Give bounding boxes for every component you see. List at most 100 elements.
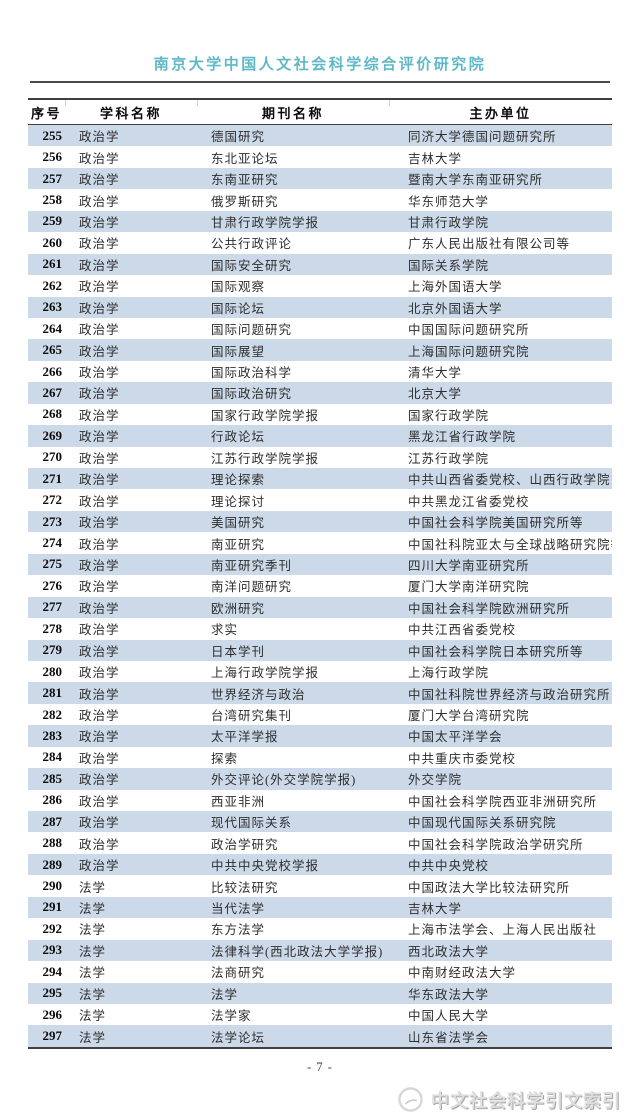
- cell-number: 292: [42, 920, 63, 936]
- cell-number: 293: [42, 942, 63, 958]
- cell-journal: 南亚研究: [211, 537, 266, 552]
- cell-discipline: 政治学: [79, 130, 120, 145]
- cell-discipline: 法学: [79, 1009, 107, 1024]
- cell-discipline: 法学: [79, 923, 107, 938]
- table-row: 295 法学 法学 华东政法大学: [28, 982, 612, 1004]
- table-row: 283 政治学 太平洋学报 中国太平洋学会: [28, 725, 612, 747]
- cell-organizer: 吉林大学: [408, 151, 463, 166]
- cell-number: 297: [42, 1028, 63, 1044]
- table-row: 294 法学 法商研究 中南财经政法大学: [28, 961, 612, 982]
- cell-number: 259: [42, 213, 63, 229]
- table-row: 289 政治学 中共中央党校学报 中共中央党校: [28, 853, 612, 876]
- cell-discipline: 法学: [79, 944, 107, 959]
- column-divider-tick: [197, 100, 198, 106]
- cell-journal: 法学论坛: [211, 1030, 266, 1045]
- title-divider: [30, 81, 610, 83]
- cell-journal: 理论探讨: [211, 494, 266, 509]
- cell-number: 257: [42, 170, 63, 186]
- cell-organizer: 华东师范大学: [408, 194, 490, 209]
- cell-number: 265: [42, 342, 63, 358]
- cell-number: 282: [42, 706, 63, 722]
- cell-discipline: 政治学: [79, 344, 120, 359]
- table-row: 286 政治学 西亚非洲 中国社会科学院西亚非洲研究所: [28, 790, 612, 811]
- table-row: 282 政治学 台湾研究集刊 厦门大学台湾研究院: [28, 704, 612, 725]
- cell-number: 284: [42, 749, 63, 765]
- cell-discipline: 政治学: [79, 194, 120, 209]
- table-row: 265 政治学 国际展望 上海国际问题研究院: [28, 339, 612, 361]
- cell-number: 291: [42, 899, 63, 915]
- cell-organizer: 广东人民出版社有限公司等: [408, 237, 571, 252]
- cell-organizer: 北京外国语大学: [408, 301, 503, 316]
- table-row: 293 法学 法律科学(西北政法大学学报) 西北政法大学: [28, 939, 612, 962]
- watermark: 中文社会科学引文索引: [397, 1086, 621, 1113]
- cell-journal: 德国研究: [211, 130, 266, 145]
- table-row: 290 法学 比较法研究 中国政法大学比较法研究所: [28, 875, 612, 896]
- cell-number: 263: [42, 299, 63, 315]
- cell-organizer: 中国人民大学: [408, 1009, 490, 1024]
- cell-journal: 法学家: [211, 1009, 252, 1024]
- cell-organizer: 清华大学: [408, 366, 463, 381]
- cell-journal: 政治学研究: [211, 837, 279, 852]
- cell-discipline: 政治学: [79, 730, 120, 745]
- table-row: 297 法学 法学论坛 山东省法学会: [28, 1025, 612, 1047]
- journal-table: 序号 学科名称 期刊名称 主办单位 255 政治学 德国研究 同济大学德国问题研究所 2…: [28, 98, 612, 1049]
- cell-journal: 国际问题研究: [211, 323, 293, 338]
- table-row: 277 政治学 欧洲研究 中国社会科学院欧洲研究所: [28, 596, 612, 619]
- cell-journal: 国际展望: [211, 344, 266, 359]
- cell-organizer: 上海行政学院: [408, 666, 490, 681]
- cell-number: 280: [42, 663, 63, 679]
- cell-journal: 国际政治研究: [211, 387, 293, 402]
- cell-number: 281: [42, 685, 63, 701]
- cell-discipline: 政治学: [79, 387, 120, 402]
- cell-discipline: 政治学: [79, 644, 120, 659]
- cell-number: 269: [42, 427, 63, 443]
- cell-organizer: 中国政法大学比较法研究所: [408, 880, 571, 895]
- cell-journal: 南亚研究季刊: [211, 558, 293, 573]
- cell-organizer: 同济大学德国问题研究所: [408, 130, 557, 145]
- cell-discipline: 政治学: [79, 751, 120, 766]
- column-divider-tick: [65, 100, 66, 106]
- table-row: 262 政治学 国际观察 上海外国语大学: [28, 275, 612, 296]
- cell-organizer: 中共黑龙江省委党校: [408, 494, 530, 509]
- column-header-journal: 期刊名称: [261, 105, 324, 121]
- table-row: 288 政治学 政治学研究 中国社会科学院政治学研究所: [28, 832, 612, 853]
- cell-journal: 甘肃行政学院学报: [211, 215, 320, 230]
- column-header-organizer: 主办单位: [469, 105, 532, 121]
- cell-journal: 理论探索: [211, 473, 266, 488]
- table-row: 261 政治学 国际安全研究 国际关系学院: [28, 253, 612, 276]
- cell-organizer: 黑龙江省行政学院: [408, 430, 517, 445]
- cell-organizer: 中共中央党校: [408, 859, 490, 874]
- cell-organizer: 上海国际问题研究院: [408, 344, 530, 359]
- table-row: 273 政治学 美国研究 中国社会科学院美国研究所等: [28, 510, 612, 533]
- cell-number: 258: [42, 192, 63, 208]
- cell-discipline: 政治学: [79, 215, 120, 230]
- table-row: 268 政治学 国家行政学院学报 国家行政学院: [28, 404, 612, 425]
- cssci-logo-icon: [398, 1087, 423, 1112]
- cell-discipline: 政治学: [79, 623, 120, 638]
- cell-journal: 东方法学: [211, 923, 266, 938]
- cell-journal: 法律科学(西北政法大学学报): [211, 944, 384, 959]
- cell-journal: 日本学刊: [211, 644, 266, 659]
- cell-organizer: 北京大学: [408, 387, 463, 402]
- table-row: 278 政治学 求实 中共江西省委党校: [28, 618, 612, 639]
- table-row: 275 政治学 南亚研究季刊 四川大学南亚研究所: [28, 553, 612, 576]
- page-title: 南京大学中国人文社会科学综合评价研究院: [153, 57, 487, 73]
- cell-journal: 太平洋学报: [211, 730, 279, 745]
- cell-journal: 国际论坛: [211, 301, 266, 316]
- table-row: 263 政治学 国际论坛 北京外国语大学: [28, 296, 612, 318]
- cell-number: 283: [42, 727, 63, 743]
- cell-number: 273: [42, 513, 63, 529]
- cell-journal: 求实: [211, 623, 239, 638]
- cell-journal: 外交评论(外交学院学报): [211, 773, 357, 788]
- table-row: 280 政治学 上海行政学院学报 上海行政学院: [28, 661, 612, 682]
- cell-number: 285: [42, 770, 63, 786]
- cell-discipline: 政治学: [79, 237, 120, 252]
- cell-journal: 中共中央党校学报: [211, 859, 320, 874]
- table-row: 285 政治学 外交评论(外交学院学报) 外交学院: [28, 768, 612, 790]
- cell-discipline: 政治学: [79, 816, 120, 831]
- cell-journal: 欧洲研究: [211, 601, 266, 616]
- cell-journal: 台湾研究集刊: [211, 709, 293, 724]
- cell-number: 296: [42, 1006, 63, 1022]
- cell-number: 272: [42, 492, 63, 508]
